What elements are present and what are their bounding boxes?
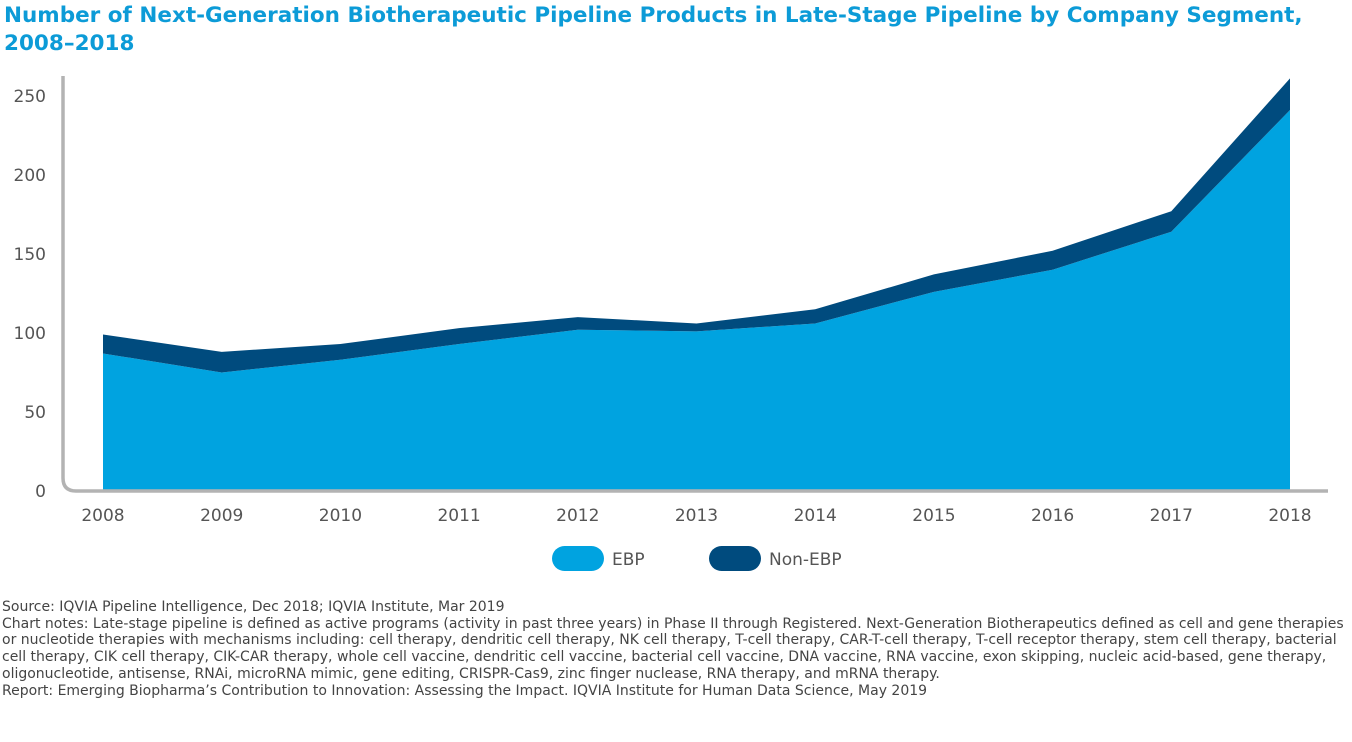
x-axis-ticks: 2008 2009 2010 2011 2012 2013 2014 2015 2016 2017… [81,506,1311,526]
y-tick-label: 200 [14,166,46,186]
y-tick-label: 100 [14,324,46,344]
x-tick-label: 2009 [200,506,243,526]
x-tick-label: 2011 [437,506,480,526]
stacked-area-chart: 0 50 100 150 200 250 2008 2009 2010 2011 2012 2013… [14,76,1328,571]
x-tick-label: 2016 [1031,506,1074,526]
chart-title: Number of Next-Generation Biotherapeutic… [4,3,1303,56]
y-tick-label: 250 [14,87,46,107]
y-axis-ticks: 0 50 100 150 200 250 [14,87,46,502]
chart-notes: Source: IQVIA Pipeline Intelligence, Dec… [2,599,1350,699]
x-tick-label: 2017 [1150,506,1193,526]
x-tick-label: 2013 [675,506,718,526]
report-note: Report: Emerging Biopharma’s Contributio… [2,682,928,699]
x-tick-label: 2015 [912,506,955,526]
source-note: Source: IQVIA Pipeline Intelligence, Dec… [2,599,505,615]
plot-areas [103,78,1290,492]
x-tick-label: 2010 [319,506,362,526]
y-tick-label: 0 [35,482,46,502]
y-tick-label: 150 [14,245,46,265]
x-tick-label: 2012 [556,506,599,526]
chart-notes-text: Chart notes: Late-stage pipeline is defi… [2,615,1344,682]
legend-swatch-non-ebp [709,546,761,571]
area-series-ebp [103,110,1290,492]
axis-line [61,76,1328,493]
legend-label-ebp: EBP [612,550,645,570]
x-tick-label: 2018 [1268,506,1311,526]
legend-label-non-ebp: Non-EBP [769,550,842,570]
x-tick-label: 2014 [794,506,837,526]
y-tick-label: 50 [24,403,46,423]
legend-swatch-ebp [552,546,604,571]
legend: EBP Non-EBP [552,546,842,571]
x-tick-label: 2008 [81,506,124,526]
